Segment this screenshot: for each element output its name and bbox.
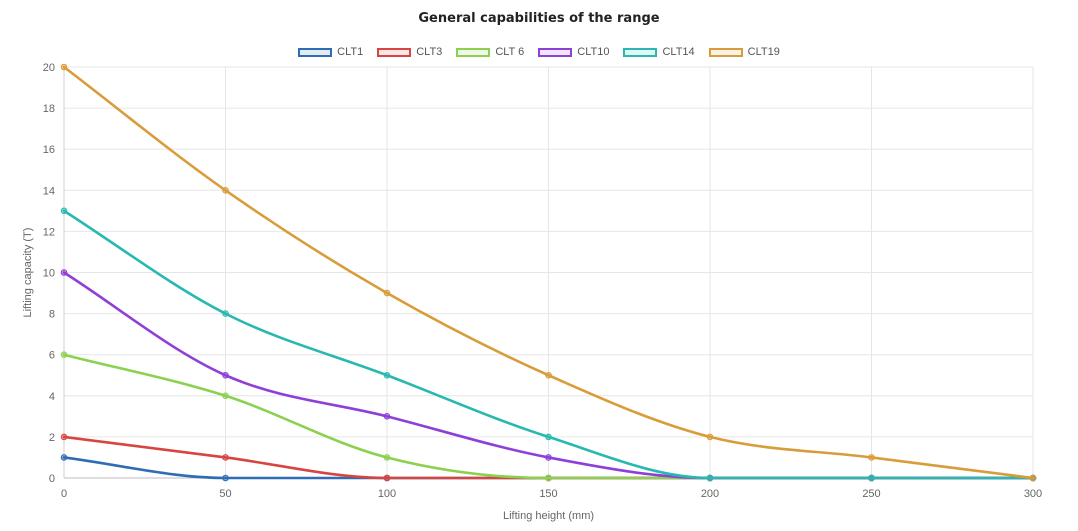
- x-axis-label: Lifting height (mm): [503, 510, 594, 522]
- data-point[interactable]: [706, 433, 714, 441]
- x-tick-label: 250: [862, 488, 880, 500]
- legend-swatch: [377, 47, 412, 57]
- data-point[interactable]: [545, 433, 552, 441]
- y-tick-label: 2: [49, 432, 55, 444]
- x-tick-label: 50: [219, 488, 231, 500]
- grid-lines: [63, 66, 1034, 479]
- y-tick-label: 0: [49, 473, 55, 485]
- data-point[interactable]: [222, 310, 229, 317]
- y-tick-label: 6: [49, 350, 55, 362]
- data-point[interactable]: [60, 207, 68, 215]
- legend-item[interactable]: CLT19: [708, 46, 780, 58]
- data-point[interactable]: [60, 433, 68, 441]
- data-point[interactable]: [1029, 474, 1037, 482]
- data-point[interactable]: [60, 454, 68, 461]
- data-point[interactable]: [60, 63, 68, 71]
- data-point[interactable]: [383, 289, 391, 297]
- data-point[interactable]: [222, 187, 229, 194]
- y-tick-label: 10: [43, 268, 55, 280]
- legend-item[interactable]: CLT14: [623, 46, 695, 58]
- data-point[interactable]: [383, 454, 391, 461]
- data-point[interactable]: [60, 269, 68, 276]
- legend-label: CLT10: [577, 46, 610, 58]
- data-point[interactable]: [868, 474, 875, 482]
- x-tick-label: 100: [378, 488, 396, 500]
- legend-label: CLT1: [337, 46, 364, 58]
- y-tick-label: 4: [49, 391, 55, 403]
- data-point[interactable]: [222, 392, 229, 400]
- legend-label: CLT14: [662, 46, 695, 58]
- y-tick-label: 20: [43, 62, 55, 74]
- data-point[interactable]: [545, 474, 552, 482]
- legend-item[interactable]: CLT 6: [456, 46, 524, 58]
- x-tick-label: 300: [1024, 488, 1042, 500]
- legend-label: CLT3: [416, 46, 443, 58]
- data-point[interactable]: [706, 474, 714, 482]
- legend-swatch: [456, 47, 491, 57]
- legend-swatch: [623, 47, 658, 57]
- series-group: [60, 63, 1037, 482]
- legend-swatch: [538, 47, 573, 57]
- data-point[interactable]: [222, 454, 229, 461]
- y-tick-label: 18: [43, 103, 55, 115]
- data-point[interactable]: [868, 454, 875, 461]
- data-point[interactable]: [545, 371, 552, 379]
- y-tick-label: 14: [43, 185, 55, 197]
- legend-item[interactable]: CLT10: [538, 46, 609, 58]
- y-tick-label: 16: [43, 144, 55, 156]
- data-point[interactable]: [383, 371, 391, 379]
- data-point[interactable]: [383, 474, 391, 482]
- chart-title: General capabilities of the range: [418, 11, 660, 26]
- y-tick-label: 8: [49, 309, 55, 321]
- legend-label: CLT19: [747, 46, 780, 58]
- x-tick-label: 150: [539, 488, 557, 500]
- x-tick-label: 200: [701, 488, 719, 500]
- x-tick-label: 0: [61, 488, 67, 500]
- data-point[interactable]: [545, 454, 552, 461]
- y-tick-label: 12: [43, 226, 55, 238]
- data-point[interactable]: [222, 474, 229, 482]
- data-point[interactable]: [60, 351, 68, 359]
- series-clt19: [60, 63, 1037, 482]
- legend-swatch: [298, 47, 333, 57]
- data-point[interactable]: [383, 413, 391, 420]
- legend-item[interactable]: CLT1: [298, 46, 363, 58]
- legend-label: CLT 6: [495, 46, 525, 58]
- data-point[interactable]: [222, 371, 229, 379]
- chart-legend: CLT1 CLT3 CLT 6 CLT10 CLT14 CLT19: [0, 43, 1078, 61]
- legend-swatch: [708, 47, 743, 57]
- legend-item[interactable]: CLT3: [377, 46, 442, 58]
- y-axis-label: Lifting capacity (T): [22, 228, 34, 318]
